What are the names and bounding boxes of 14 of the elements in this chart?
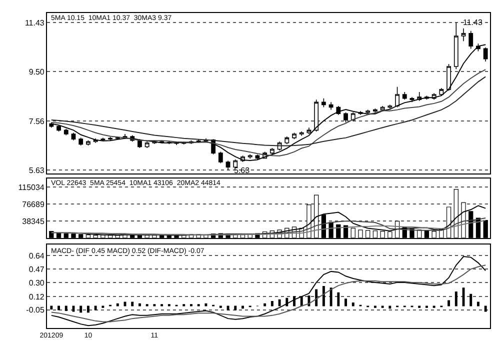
y-tick-label: 9.50 [28, 67, 45, 76]
y-tick-label: 0.47 [28, 264, 45, 274]
y-tick-label: 115034 [18, 182, 45, 192]
y-tick-label: 0.30 [28, 278, 45, 288]
y-tick-label: 7.56 [28, 116, 45, 126]
y-tick-label: -0.05 [26, 306, 45, 315]
y-tick-label: 11.43 [24, 18, 45, 28]
annotation: 11.43 [463, 18, 483, 27]
y-tick-label: 0.64 [28, 252, 45, 261]
annotation: 5.63 [234, 166, 250, 175]
y-tick-label: 76689 [22, 200, 45, 209]
y-tick-label: 0.12 [28, 292, 45, 302]
y-tick-label: 5.63 [28, 166, 45, 175]
y-tick-label: 38345 [22, 216, 45, 226]
